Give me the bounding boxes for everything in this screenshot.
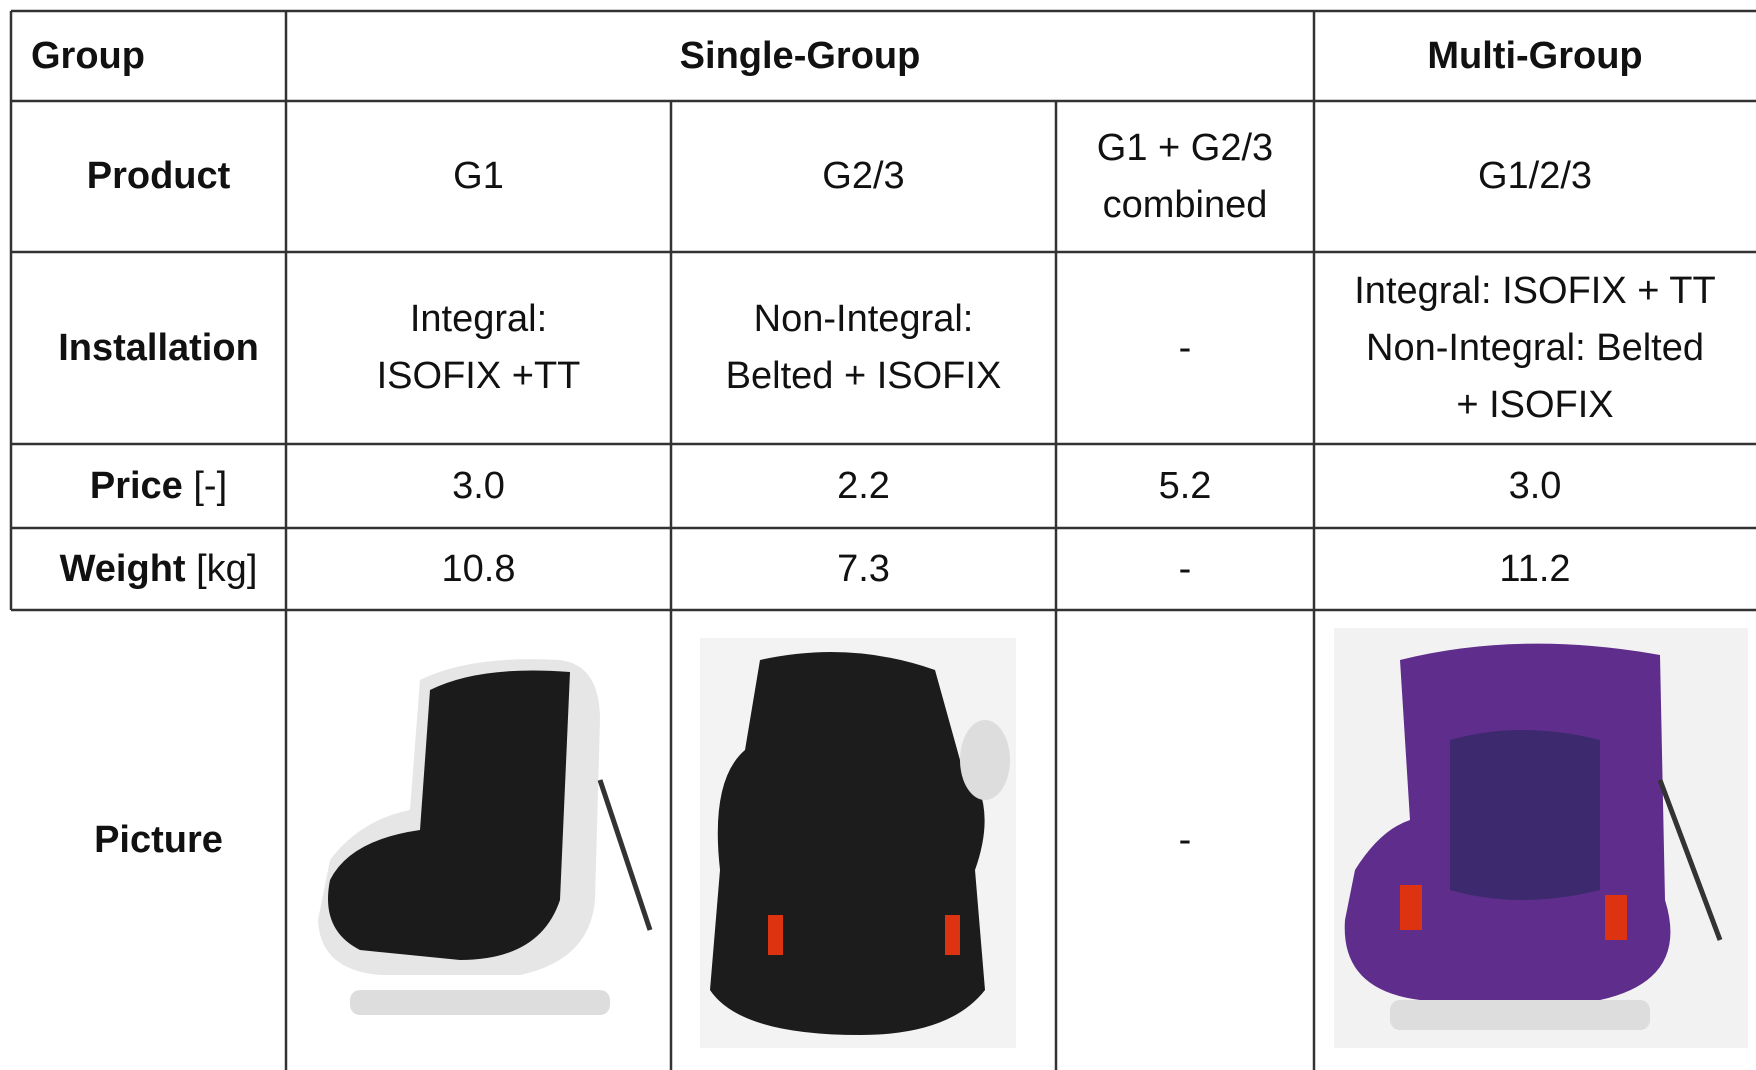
table-cell: 3.0 <box>286 444 671 528</box>
column-group: Single-Group <box>286 11 1314 101</box>
cell-line: G1/2/3 <box>1478 148 1592 205</box>
cell-line: G1 <box>453 148 504 205</box>
row-label-text: Weight <box>60 548 186 590</box>
cell-text: 5.2 <box>1159 458 1212 515</box>
seat-picture-g123 <box>1334 628 1748 1048</box>
cell-line: - <box>1179 320 1192 377</box>
table-cell: 11.2 <box>1314 528 1756 610</box>
row-label-text: Picture <box>94 819 223 861</box>
cell-line: ISOFIX +TT <box>377 348 581 405</box>
table-cell: 5.2 <box>1056 444 1314 528</box>
table-cell: - <box>1056 252 1314 444</box>
row-label-text: Price <box>90 465 183 507</box>
cell-text: - <box>1179 812 1192 869</box>
cell-line: Non-Integral: <box>754 291 974 348</box>
cell-text: 3.0 <box>452 458 505 515</box>
cell-line: Belted + ISOFIX <box>726 348 1002 405</box>
table-cell: - <box>1056 528 1314 610</box>
row-label: Product <box>11 101 286 252</box>
table-cell: - <box>1056 610 1314 1070</box>
cell-text: - <box>1179 541 1192 598</box>
column-group: Multi-Group <box>1314 11 1756 101</box>
table-cell: 2.2 <box>671 444 1056 528</box>
row-unit: [kg] <box>196 548 257 590</box>
row-label-text: Installation <box>58 327 259 369</box>
cell-text: 10.8 <box>442 541 516 598</box>
seat-picture-g1 <box>288 640 668 1030</box>
table-cell: Non-Integral:Belted + ISOFIX <box>671 252 1056 444</box>
row-label: Weight [kg] <box>11 528 286 610</box>
cell-line: combined <box>1103 177 1268 234</box>
cell-text: 2.2 <box>837 458 890 515</box>
table-cell: 10.8 <box>286 528 671 610</box>
row-label: Price [-] <box>11 444 286 528</box>
table-cell: G2/3 <box>671 101 1056 252</box>
cell-line: Integral: <box>410 291 547 348</box>
cell-line: G2/3 <box>822 148 904 205</box>
table-cell: G1 <box>286 101 671 252</box>
cell-line: G1 + G2/3 <box>1097 120 1273 177</box>
table-cell: G1/2/3 <box>1314 101 1756 252</box>
table-cell: 7.3 <box>671 528 1056 610</box>
row-unit: [-] <box>193 465 227 507</box>
row-label-text: Product <box>87 155 231 197</box>
row-label: Picture <box>11 610 286 1070</box>
seat-picture-g23 <box>700 638 1016 1048</box>
row-label: Installation <box>11 252 286 444</box>
row-label: Group <box>11 11 286 101</box>
cell-text: 11.2 <box>1499 541 1570 598</box>
cell-line: Non-Integral: Belted <box>1366 320 1704 377</box>
table-cell: 3.0 <box>1314 444 1756 528</box>
cell-line: Integral: ISOFIX + TT <box>1354 263 1715 320</box>
page: Group Single-Group Multi-Group Product G1… <box>0 0 1756 1070</box>
cell-text: 3.0 <box>1509 458 1562 515</box>
cell-text: 7.3 <box>837 541 890 598</box>
cell-line: + ISOFIX <box>1456 377 1613 434</box>
table-cell: Integral:ISOFIX +TT <box>286 252 671 444</box>
